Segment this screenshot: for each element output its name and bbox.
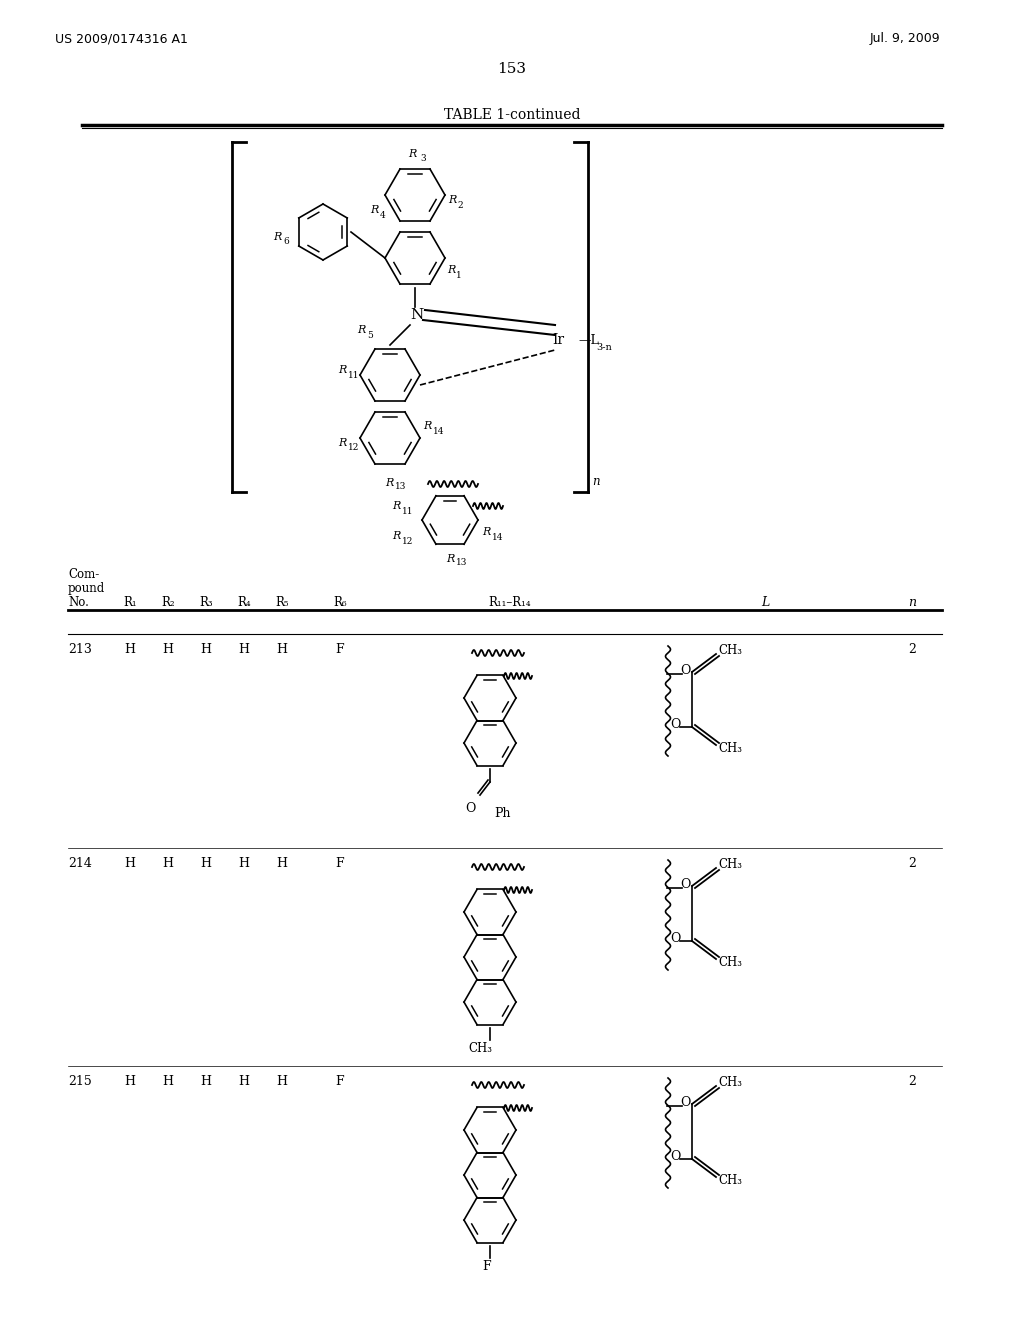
Text: N: N bbox=[410, 308, 423, 322]
Text: n: n bbox=[908, 597, 916, 609]
Text: R: R bbox=[482, 527, 490, 537]
Text: 2: 2 bbox=[908, 857, 915, 870]
Text: H: H bbox=[125, 643, 135, 656]
Text: H: H bbox=[125, 857, 135, 870]
Text: No.: No. bbox=[68, 597, 89, 609]
Text: H: H bbox=[201, 1074, 212, 1088]
Text: R₁₁–R₁₄: R₁₁–R₁₄ bbox=[488, 597, 531, 609]
Text: CH₃: CH₃ bbox=[718, 858, 742, 870]
Text: O: O bbox=[680, 879, 690, 891]
Text: R: R bbox=[370, 205, 379, 215]
Text: 3-n: 3-n bbox=[596, 343, 611, 352]
Text: R₆: R₆ bbox=[333, 597, 347, 609]
Text: CH₃: CH₃ bbox=[468, 1041, 492, 1055]
Text: pound: pound bbox=[68, 582, 105, 595]
Text: 4: 4 bbox=[380, 210, 386, 219]
Text: R: R bbox=[449, 195, 457, 205]
Text: 11: 11 bbox=[348, 371, 359, 380]
Text: H: H bbox=[276, 857, 288, 870]
Text: F: F bbox=[336, 857, 344, 870]
Text: F: F bbox=[336, 1074, 344, 1088]
Text: F: F bbox=[482, 1261, 492, 1272]
Text: 5: 5 bbox=[367, 330, 373, 339]
Text: R₁: R₁ bbox=[123, 597, 137, 609]
Text: H: H bbox=[163, 643, 173, 656]
Text: L: L bbox=[761, 597, 769, 609]
Text: 215: 215 bbox=[68, 1074, 92, 1088]
Text: 12: 12 bbox=[348, 444, 359, 453]
Text: H: H bbox=[201, 857, 212, 870]
Text: R: R bbox=[357, 325, 366, 335]
Text: CH₃: CH₃ bbox=[718, 742, 742, 755]
Text: R: R bbox=[338, 366, 346, 375]
Text: H: H bbox=[276, 1074, 288, 1088]
Text: R₄: R₄ bbox=[238, 597, 251, 609]
Text: O: O bbox=[680, 664, 690, 677]
Text: R: R bbox=[392, 502, 400, 511]
Text: H: H bbox=[239, 857, 250, 870]
Text: Ir: Ir bbox=[552, 333, 564, 347]
Text: Jul. 9, 2009: Jul. 9, 2009 bbox=[870, 32, 941, 45]
Text: R: R bbox=[338, 438, 346, 447]
Text: R: R bbox=[446, 554, 455, 564]
Text: H: H bbox=[163, 857, 173, 870]
Text: R: R bbox=[273, 232, 282, 242]
Text: 153: 153 bbox=[498, 62, 526, 77]
Text: 13: 13 bbox=[395, 482, 407, 491]
Text: 6: 6 bbox=[283, 238, 289, 247]
Text: R: R bbox=[408, 149, 416, 158]
Text: O: O bbox=[670, 932, 680, 945]
Text: 2: 2 bbox=[457, 201, 463, 210]
Text: H: H bbox=[163, 1074, 173, 1088]
Text: 3: 3 bbox=[420, 154, 426, 162]
Text: 2: 2 bbox=[908, 643, 915, 656]
Text: 14: 14 bbox=[433, 426, 444, 436]
Text: O: O bbox=[680, 1097, 690, 1110]
Text: R₅: R₅ bbox=[275, 597, 289, 609]
Text: F: F bbox=[336, 643, 344, 656]
Text: US 2009/0174316 A1: US 2009/0174316 A1 bbox=[55, 32, 187, 45]
Text: 1: 1 bbox=[456, 271, 462, 280]
Text: n: n bbox=[592, 475, 600, 488]
Text: CH₃: CH₃ bbox=[718, 1175, 742, 1188]
Text: R₃: R₃ bbox=[200, 597, 213, 609]
Text: H: H bbox=[239, 643, 250, 656]
Text: CH₃: CH₃ bbox=[718, 644, 742, 656]
Text: 14: 14 bbox=[492, 533, 504, 543]
Text: 213: 213 bbox=[68, 643, 92, 656]
Text: O: O bbox=[670, 1150, 680, 1163]
Text: Com-: Com- bbox=[68, 568, 99, 581]
Text: CH₃: CH₃ bbox=[718, 1076, 742, 1089]
Text: 2: 2 bbox=[908, 1074, 915, 1088]
Text: 11: 11 bbox=[402, 507, 414, 516]
Text: R: R bbox=[385, 478, 393, 488]
Text: H: H bbox=[201, 643, 212, 656]
Text: —L: —L bbox=[578, 334, 599, 346]
Text: R: R bbox=[423, 421, 431, 432]
Text: H: H bbox=[239, 1074, 250, 1088]
Text: 13: 13 bbox=[456, 558, 467, 568]
Text: O: O bbox=[465, 803, 475, 814]
Text: TABLE 1-continued: TABLE 1-continued bbox=[443, 108, 581, 121]
Text: Ph: Ph bbox=[494, 807, 511, 820]
Text: 214: 214 bbox=[68, 857, 92, 870]
Text: H: H bbox=[276, 643, 288, 656]
Text: 12: 12 bbox=[402, 537, 414, 546]
Text: R: R bbox=[447, 265, 456, 275]
Text: CH₃: CH₃ bbox=[718, 957, 742, 969]
Text: R: R bbox=[392, 531, 400, 541]
Text: O: O bbox=[670, 718, 680, 730]
Text: H: H bbox=[125, 1074, 135, 1088]
Text: R₂: R₂ bbox=[161, 597, 175, 609]
